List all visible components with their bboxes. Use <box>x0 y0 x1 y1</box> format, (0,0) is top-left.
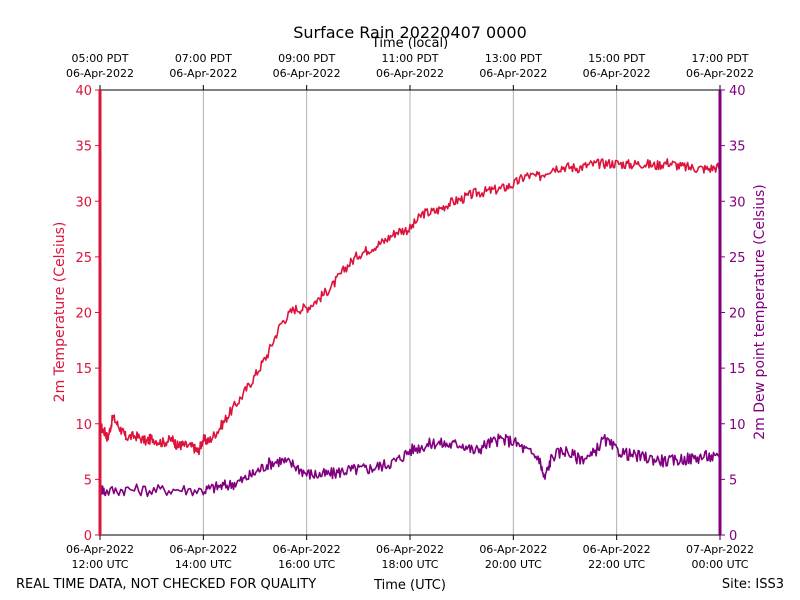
right-y-tick-label: 30 <box>729 195 746 210</box>
right-y-tick-label: 20 <box>729 307 746 322</box>
grid-lines <box>202 90 618 535</box>
top-x-tick-time: 11:00 PDT <box>381 52 438 65</box>
bottom-x-tick-time: 00:00 UTC <box>691 558 748 571</box>
footer-left-note: REAL TIME DATA, NOT CHECKED FOR QUALITY <box>16 577 316 592</box>
right-y-tick-label: 15 <box>729 362 746 377</box>
left-y-ticks: 0 5 10 15 20 25 30 35 40 <box>75 84 100 544</box>
top-x-tick-time: 15:00 PDT <box>588 52 645 65</box>
top-x-tick-date: 06-Apr-2022 <box>583 67 651 80</box>
bottom-x-tick-date: 07-Apr-2022 <box>686 543 754 556</box>
bottom-x-tick-time: 14:00 UTC <box>175 558 232 571</box>
bottom-x-tick-time: 22:00 UTC <box>588 558 645 571</box>
right-y-tick-label: 40 <box>729 84 746 99</box>
left-y-tick-label: 15 <box>75 362 92 377</box>
bottom-x-tick-time: 12:00 UTC <box>71 558 128 571</box>
left-y-tick-label: 35 <box>75 140 92 155</box>
top-x-tick-date: 06-Apr-2022 <box>376 67 444 80</box>
left-y-tick-label: 20 <box>75 307 92 322</box>
top-x-tick-time: 07:00 PDT <box>175 52 232 65</box>
top-x-tick-time: 13:00 PDT <box>485 52 542 65</box>
bottom-x-tick-date: 06-Apr-2022 <box>273 543 341 556</box>
chart-title: Surface Rain 20220407 0000 <box>293 23 527 42</box>
bottom-x-tick-date: 06-Apr-2022 <box>479 543 547 556</box>
top-x-tick-time: 05:00 PDT <box>71 52 128 65</box>
left-y-tick-label: 5 <box>84 473 92 488</box>
dewpoint-line <box>99 433 721 498</box>
bottom-x-ticks: 06-Apr-2022 12:00 UTC 06-Apr-2022 14:00 UTC… <box>66 535 754 571</box>
bottom-x-tick-date: 06-Apr-2022 <box>66 543 134 556</box>
top-x-tick-date: 06-Apr-2022 <box>479 67 547 80</box>
temperature-line-group <box>99 158 721 456</box>
right-y-ticks: 0 5 10 15 20 25 30 35 40 <box>720 84 746 544</box>
bottom-x-tick-time: 16:00 UTC <box>278 558 335 571</box>
top-x-ticks: 05:00 PDT 06-Apr-2022 07:00 PDT 06-Apr-2022… <box>66 52 754 90</box>
x-axis-label: Time (UTC) <box>373 578 446 593</box>
top-x-tick-date: 06-Apr-2022 <box>686 67 754 80</box>
left-y-tick-label: 40 <box>75 84 92 99</box>
top-x-tick-time: 17:00 PDT <box>691 52 748 65</box>
bottom-x-tick-time: 20:00 UTC <box>485 558 542 571</box>
left-y-axis-label: 2m Temperature (Celsius) <box>52 222 68 403</box>
footer-site-label: Site: ISS3 <box>722 577 784 592</box>
top-x-tick-date: 06-Apr-2022 <box>66 67 134 80</box>
right-y-tick-label: 35 <box>729 140 746 155</box>
bottom-x-tick-date: 06-Apr-2022 <box>376 543 444 556</box>
bottom-x-tick-time: 18:00 UTC <box>381 558 438 571</box>
right-y-tick-label: 5 <box>729 473 737 488</box>
bottom-x-tick-date: 06-Apr-2022 <box>169 543 237 556</box>
bottom-x-tick-date: 06-Apr-2022 <box>583 543 651 556</box>
right-y-tick-label: 0 <box>729 529 737 544</box>
right-y-tick-label: 25 <box>729 251 746 266</box>
dewpoint-line-group <box>99 433 721 498</box>
temperature-line <box>99 158 721 456</box>
top-axis-label: Time (local) <box>371 36 448 51</box>
left-y-tick-label: 10 <box>75 418 92 433</box>
left-y-tick-label: 30 <box>75 195 92 210</box>
right-y-axis-label: 2m Dew point temperature (Celsius) <box>752 184 768 439</box>
top-x-tick-date: 06-Apr-2022 <box>273 67 341 80</box>
left-y-tick-label: 0 <box>84 529 92 544</box>
left-y-tick-label: 25 <box>75 251 92 266</box>
right-y-tick-label: 10 <box>729 418 746 433</box>
top-x-tick-time: 09:00 PDT <box>278 52 335 65</box>
top-x-tick-date: 06-Apr-2022 <box>169 67 237 80</box>
